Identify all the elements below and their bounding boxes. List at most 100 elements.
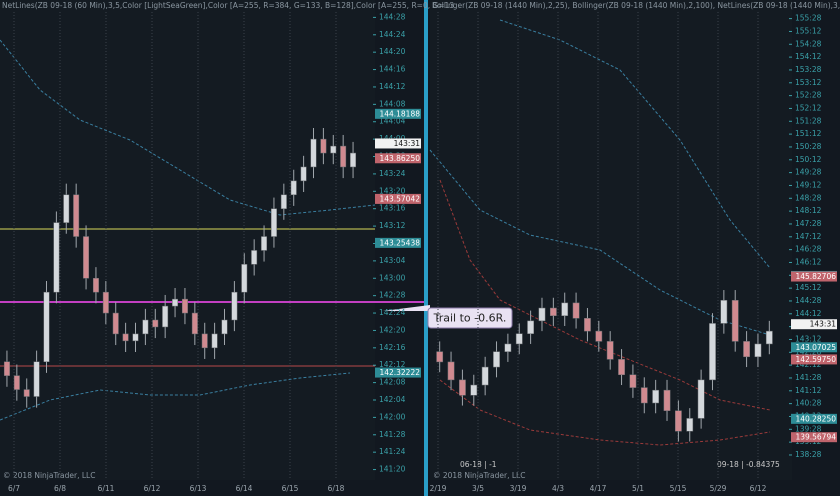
- candle-body: [142, 319, 149, 335]
- candle-body: [83, 236, 90, 279]
- candle-body: [23, 389, 30, 397]
- candle-body: [330, 145, 337, 154]
- y-tick-label: 139:28: [795, 424, 822, 433]
- candle-body: [132, 333, 139, 342]
- candle-body: [754, 343, 762, 358]
- y-tick-label: 154:12: [795, 52, 822, 61]
- y-tick-label: 141:12: [795, 386, 822, 395]
- y-tick-label: 143:12: [379, 221, 406, 230]
- price-marker-label: 143.86250: [379, 154, 420, 163]
- y-tick-label: 144:28: [795, 296, 822, 305]
- candle-body: [53, 222, 60, 293]
- candle-body: [652, 389, 660, 404]
- date-label: 6/13: [190, 484, 207, 493]
- date-label: 6/8: [54, 484, 66, 493]
- date-label: 3/5: [472, 484, 484, 493]
- y-tick-label: 144:24: [379, 30, 406, 39]
- candle-body: [181, 298, 188, 314]
- price-marker-label: 142.32222: [379, 368, 420, 377]
- y-tick-label: 142:08: [379, 378, 406, 387]
- date-label: 6/15: [282, 484, 299, 493]
- y-tick-label: 152:28: [795, 91, 822, 100]
- candle-body: [270, 208, 277, 237]
- candle-body: [172, 298, 179, 307]
- panel-header: Bollinger(ZB 09-18 (1440 Min),2,25), Bol…: [432, 1, 840, 10]
- candle-body: [201, 333, 208, 349]
- candle-body: [606, 341, 614, 360]
- price-marker: [791, 271, 837, 282]
- price-marker: [375, 237, 421, 248]
- candle-body: [470, 384, 478, 396]
- callout: Trail to -0.6R.: [383, 305, 513, 329]
- price-marker: [375, 138, 421, 149]
- candle-body: [340, 145, 347, 168]
- y-tick-label: 142:04: [379, 395, 406, 404]
- copyright: © 2018 NinjaTrader, LLC: [433, 471, 525, 480]
- price-marker: [791, 342, 837, 353]
- candle-body: [191, 312, 198, 335]
- y-tick-label: 152:12: [795, 103, 822, 112]
- band-line: [439, 379, 771, 446]
- candle-body: [709, 323, 716, 381]
- price-marker: [791, 413, 837, 424]
- band-line: [439, 179, 771, 411]
- left-plot: [0, 0, 375, 480]
- price-marker: [375, 153, 421, 164]
- y-tick-label: 143:04: [379, 256, 406, 265]
- price-marker: [791, 319, 837, 330]
- price-marker-label: 143.07025: [795, 343, 836, 352]
- y-tick-label: 144:12: [379, 82, 406, 91]
- candle-body: [436, 351, 444, 363]
- y-tick-label: 144:04: [379, 117, 406, 126]
- candle-body: [538, 307, 546, 322]
- price-marker: [375, 108, 421, 119]
- band-line: [499, 19, 771, 269]
- candle-body: [675, 410, 682, 432]
- date-label: 5/15: [670, 484, 687, 493]
- y-tick-label: 143:00: [379, 273, 406, 282]
- y-tick-label: 143:12: [795, 334, 822, 343]
- candle-body: [33, 361, 40, 397]
- candle-body: [112, 312, 119, 335]
- date-label: 5/29: [710, 484, 727, 493]
- price-marker-label: 143.57042: [379, 194, 420, 203]
- price-marker-label: 142.59750: [795, 355, 836, 364]
- date-label: 5/1: [632, 484, 644, 493]
- date-label: 6/18: [328, 484, 345, 493]
- y-tick-label: 151:12: [795, 129, 822, 138]
- price-marker-label: 139.56794: [795, 433, 836, 442]
- callout-arrow: [383, 305, 430, 311]
- y-tick-label: 154:28: [795, 39, 822, 48]
- candle-body: [618, 359, 625, 376]
- candle-body: [584, 318, 591, 332]
- candle-body: [3, 361, 10, 376]
- candle-body: [504, 343, 512, 352]
- y-tick-label: 148:12: [795, 206, 822, 215]
- candle-body: [122, 333, 129, 342]
- candle-body: [261, 236, 268, 251]
- y-tick-label: 146:12: [795, 257, 822, 266]
- note: 09-18 | -0.84375: [717, 460, 780, 469]
- y-tick-label: 144:08: [379, 99, 406, 108]
- candle-body: [640, 387, 648, 404]
- y-tick-label: 153:12: [795, 78, 822, 87]
- y-tick-label: 151:28: [795, 116, 822, 125]
- y-tick-label: 145:12: [795, 283, 822, 292]
- price-marker-label: 145.82706: [795, 272, 836, 281]
- y-tick-label: 142:12: [379, 360, 406, 369]
- copyright: © 2018 NinjaTrader, LLC: [3, 471, 95, 480]
- candle-body: [731, 300, 739, 342]
- y-tick-label: 142:28: [379, 291, 406, 300]
- candle-body: [152, 319, 159, 328]
- y-tick-label: 155:12: [795, 26, 822, 35]
- date-label: 6/11: [98, 484, 115, 493]
- candle-body: [459, 379, 466, 396]
- candle-body: [561, 302, 569, 316]
- date-label: 2/19: [430, 484, 447, 493]
- y-tick-label: 150:12: [795, 155, 822, 164]
- y-tick-label: 141:28: [379, 430, 406, 439]
- candle-body: [527, 320, 534, 334]
- band-line: [429, 149, 771, 336]
- candle-body: [43, 291, 50, 362]
